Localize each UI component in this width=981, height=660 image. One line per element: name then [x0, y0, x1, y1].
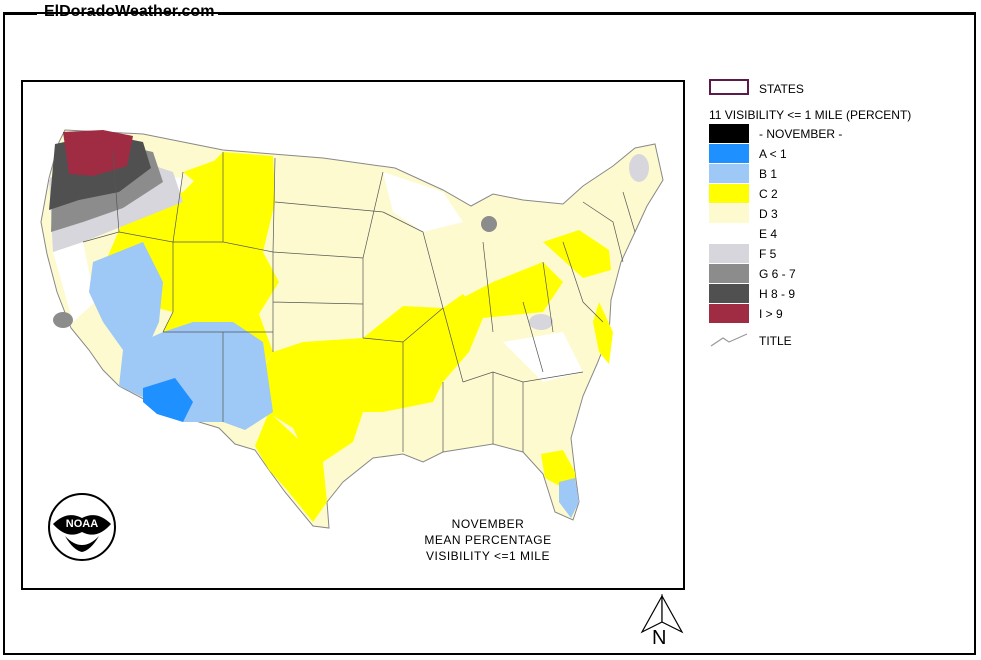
zone-f-patch [529, 314, 553, 330]
legend-swatch [709, 304, 749, 323]
visibility-map [40, 129, 664, 529]
zone-b-great-basin [89, 242, 163, 362]
legend-title-row: TITLE [709, 330, 909, 350]
legend-swatch [709, 164, 749, 183]
legend-swatch [709, 144, 749, 163]
zone-i-northwest [63, 130, 133, 176]
legend-label: I > 9 [759, 307, 783, 321]
legend-item-i: I > 9 [709, 304, 959, 324]
zone-g-patch [53, 312, 73, 328]
legend-item-h: H 8 - 9 [709, 284, 959, 304]
legend-swatch [709, 124, 749, 143]
legend-label: H 8 - 9 [759, 287, 796, 301]
zone-e-patch [53, 242, 95, 322]
map-caption: NOVEMBER MEAN PERCENTAGE VISIBILITY <=1 … [403, 516, 573, 564]
zone-c-texas-south [255, 412, 327, 522]
north-arrow-icon [640, 594, 684, 634]
legend-label: - NOVEMBER - [759, 127, 843, 141]
zone-c-east-coast [593, 302, 613, 364]
zone-f-patch [629, 154, 649, 182]
legend-swatch [709, 224, 749, 243]
legend-item-month: - NOVEMBER - [709, 124, 959, 144]
zone-c-northeast [543, 230, 611, 278]
title-label: TITLE [759, 334, 792, 348]
legend-swatch [709, 204, 749, 223]
legend-swatch [709, 284, 749, 303]
legend-swatch [709, 244, 749, 263]
zone-a-arizona [143, 378, 193, 422]
caption-line-month: NOVEMBER [451, 517, 525, 531]
legend-swatch [709, 264, 749, 283]
legend-item-d: D 3 [709, 204, 959, 224]
zone-c-ohio-valley [443, 262, 563, 318]
zone-e-patch [503, 332, 583, 382]
legend-swatch [709, 184, 749, 203]
caption-line-measure: MEAN PERCENTAGE [424, 533, 552, 547]
legend-label: F 5 [759, 247, 777, 261]
legend-label: E 4 [759, 227, 778, 241]
noaa-logo: NOAA [47, 492, 117, 567]
legend-item-b: B 1 [709, 164, 959, 184]
legend-label: C 2 [759, 187, 778, 201]
legend-label: B 1 [759, 167, 778, 181]
legend-item-f: F 5 [709, 244, 959, 264]
legend-item-a: A < 1 [709, 144, 959, 164]
map-panel: NOAA NOVEMBER MEAN PERCENTAGE VISIBILITY… [21, 80, 685, 590]
zone-e-patch [383, 172, 463, 232]
caption-line-threshold: VISIBILITY <=1 MILE [425, 549, 550, 563]
legend-label: D 3 [759, 207, 778, 221]
page-frame [3, 12, 976, 655]
zone-c-plains [255, 294, 483, 462]
states-swatch [709, 79, 749, 95]
zone-g-patch [481, 216, 497, 232]
legend-item-g: G 6 - 7 [709, 264, 959, 284]
title-line-icon [710, 333, 748, 347]
legend-label: A < 1 [759, 147, 787, 161]
legend-item-e: E 4 [709, 224, 959, 244]
zone-c-idaho-montana [183, 154, 273, 202]
legend-heading: 11 VISIBILITY <= 1 MILE (PERCENT) [709, 108, 912, 122]
states-label: STATES [759, 82, 804, 96]
legend-item-c: C 2 [709, 184, 959, 204]
legend-label: G 6 - 7 [759, 267, 796, 281]
noaa-logo-text: NOAA [66, 518, 98, 530]
state-borders [82, 151, 636, 452]
zone-b-florida-tip [559, 478, 579, 518]
north-arrow-label: N [652, 627, 667, 649]
